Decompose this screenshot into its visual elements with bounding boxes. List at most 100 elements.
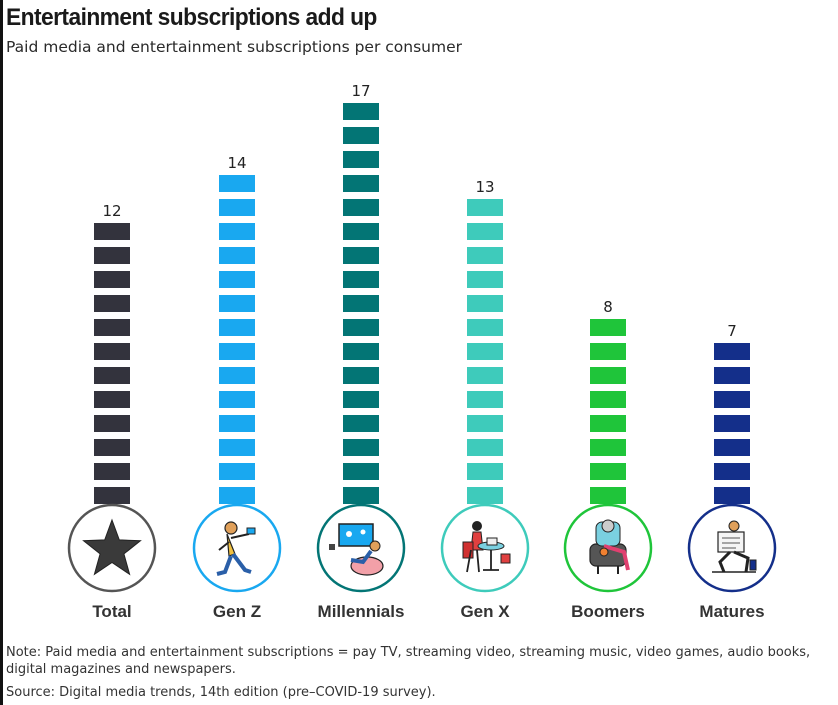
bar-segment <box>94 247 130 264</box>
bar-segment <box>219 175 255 192</box>
bar-segment <box>467 367 503 384</box>
bar-segment <box>714 367 750 384</box>
data-label: 8 <box>603 298 613 316</box>
data-label: 7 <box>727 322 737 340</box>
bar-segment <box>343 199 379 216</box>
bar-segment <box>467 487 503 504</box>
bar-segment <box>467 391 503 408</box>
bar-segment <box>590 391 626 408</box>
bar-segment <box>714 487 750 504</box>
bar-segment <box>219 247 255 264</box>
bar-segment <box>343 439 379 456</box>
bar-segment <box>714 439 750 456</box>
bar-segment <box>94 295 130 312</box>
chart-note: Note: Paid media and entertainment subsc… <box>6 645 811 677</box>
bar-segment <box>467 271 503 288</box>
bar-segment <box>94 439 130 456</box>
bar-segment <box>590 487 626 504</box>
bar-segment <box>467 319 503 336</box>
icon-circle <box>192 503 282 593</box>
bar-segment <box>219 199 255 216</box>
bar-segment <box>714 391 750 408</box>
bar-segment <box>343 391 379 408</box>
bar-group-matures: 7 Matures <box>687 322 777 621</box>
bar-group-boomers: 8 Boomers <box>563 298 653 621</box>
bar-group-millennials: 17 Millennials <box>316 82 406 621</box>
bar-segment <box>343 103 379 120</box>
tick-label: Millennials <box>318 602 405 621</box>
bar-segment <box>219 271 255 288</box>
tick-label: Gen X <box>460 602 510 621</box>
bar-segment <box>343 343 379 360</box>
bar <box>714 343 750 504</box>
data-label: 14 <box>227 154 246 172</box>
data-label: 13 <box>475 178 494 196</box>
bar-segment <box>467 415 503 432</box>
bar-segment <box>94 271 130 288</box>
bar-segment <box>219 439 255 456</box>
bar-segment <box>467 439 503 456</box>
bar-segment <box>94 463 130 480</box>
bar-segment <box>467 223 503 240</box>
bar-segment <box>343 319 379 336</box>
bar-segment <box>467 199 503 216</box>
bar-segment <box>343 367 379 384</box>
bar-segment <box>343 271 379 288</box>
bar-segment <box>343 295 379 312</box>
bar-segment <box>590 319 626 336</box>
bar-segment <box>219 463 255 480</box>
bar-group-total: 12 Total <box>67 202 157 621</box>
tick-label: Boomers <box>571 602 645 621</box>
bar-segment <box>467 247 503 264</box>
person-knitting-icon <box>563 503 653 593</box>
bar-segment <box>94 487 130 504</box>
bar-segment <box>219 487 255 504</box>
bar-segment <box>343 223 379 240</box>
bar-segment <box>714 343 750 360</box>
data-label: 12 <box>102 202 121 220</box>
bar-segment <box>343 175 379 192</box>
bar-segment <box>343 415 379 432</box>
bar-segment <box>590 439 626 456</box>
bar-segment <box>467 295 503 312</box>
bar-segment <box>343 463 379 480</box>
person-with-laptop-icon <box>440 503 530 593</box>
bar <box>219 175 255 504</box>
bar-segment <box>219 367 255 384</box>
bar-segment <box>94 223 130 240</box>
bar-segment <box>343 487 379 504</box>
bar-segment <box>219 391 255 408</box>
bar-segment <box>219 223 255 240</box>
chart-subtitle: Paid media and entertainment subscriptio… <box>6 38 462 56</box>
data-label: 17 <box>351 82 370 100</box>
bar-segment <box>714 463 750 480</box>
left-border-rule <box>0 0 3 705</box>
bar-segment <box>94 343 130 360</box>
bar-segment <box>343 151 379 168</box>
bar-segment <box>219 295 255 312</box>
bar-segment <box>590 463 626 480</box>
dancing-person-icon <box>192 503 282 593</box>
bar-segment <box>590 367 626 384</box>
gamer-on-beanbag-icon <box>316 503 406 593</box>
tick-label: Gen Z <box>213 602 261 621</box>
bar-segment <box>343 247 379 264</box>
bar-segment <box>467 463 503 480</box>
bar-segment <box>343 127 379 144</box>
bar-segment <box>590 343 626 360</box>
bar-segment <box>219 343 255 360</box>
chart-source: Source: Digital media trends, 14th editi… <box>6 685 436 700</box>
bar <box>343 103 379 504</box>
chart-title: Entertainment subscriptions add up <box>6 4 377 31</box>
bar-segment <box>219 319 255 336</box>
bar-segment <box>94 391 130 408</box>
bar <box>467 199 503 504</box>
bar-segment <box>219 415 255 432</box>
person-reading-newspaper-icon <box>687 503 777 593</box>
bar-group-gen-x: 13 Gen X <box>440 178 530 621</box>
star-icon <box>67 503 157 593</box>
tick-label: Total <box>92 602 131 621</box>
bar-segment <box>94 367 130 384</box>
bar <box>590 319 626 504</box>
bar-segment <box>94 319 130 336</box>
